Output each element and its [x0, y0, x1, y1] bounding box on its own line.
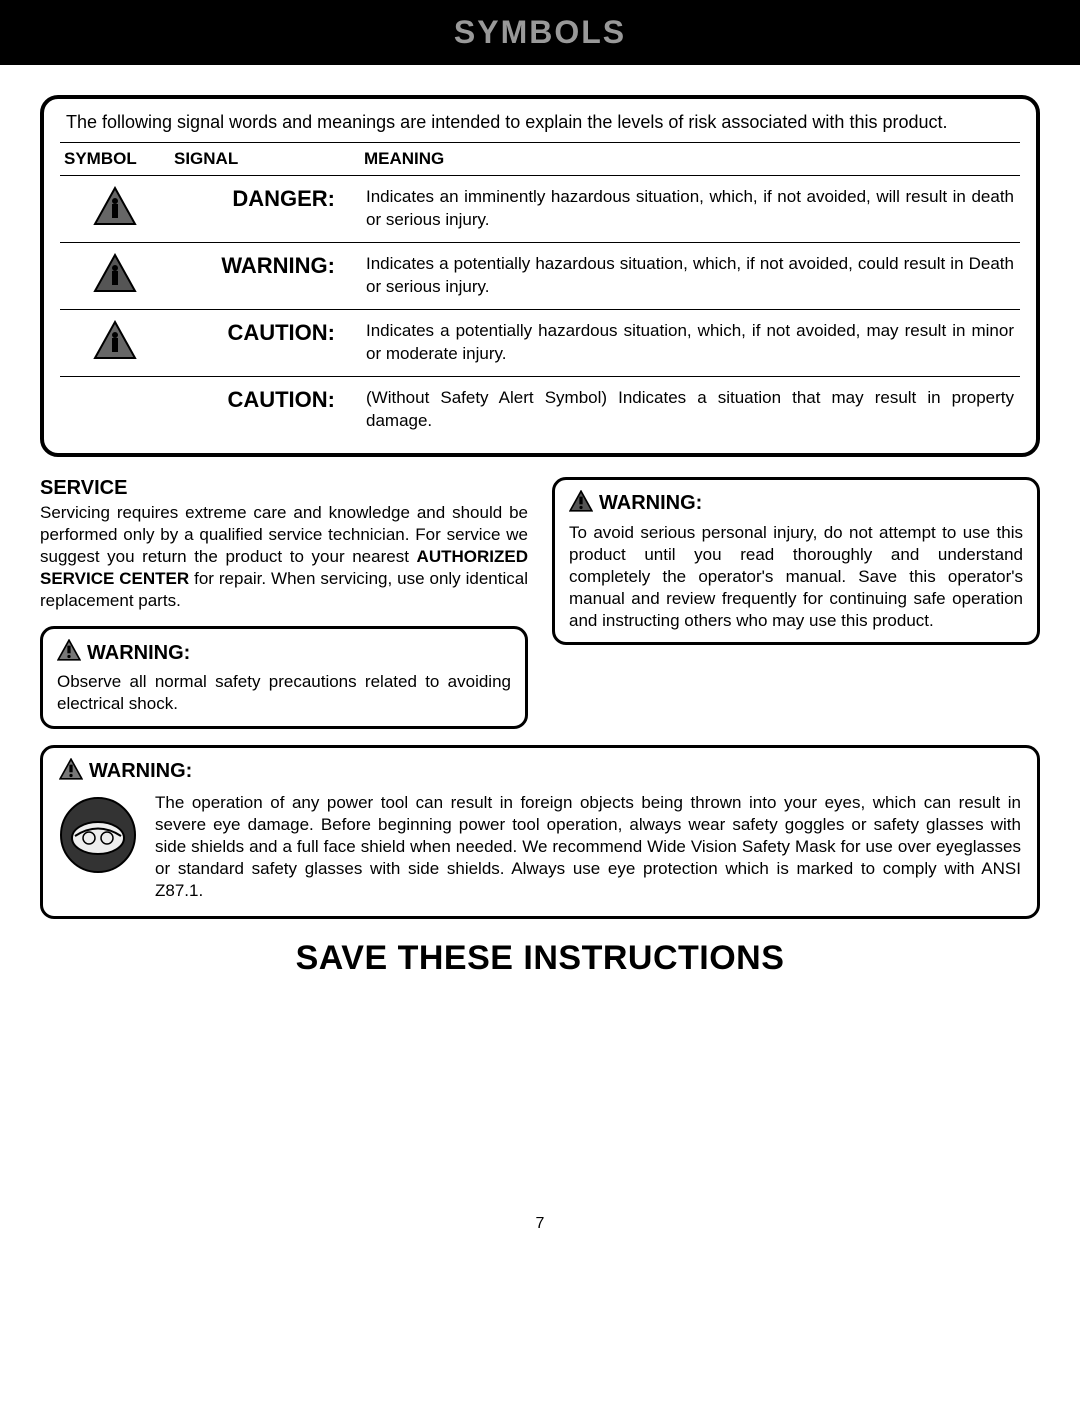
warning-triangle-icon — [93, 186, 137, 231]
service-heading: SERVICE — [40, 477, 528, 500]
cell-symbol — [60, 310, 170, 377]
cell-meaning: Indicates a potentially hazardous situat… — [360, 310, 1020, 377]
page-content: The following signal words and meanings … — [0, 65, 1080, 978]
service-text: Servicing requires extreme care and know… — [40, 502, 528, 612]
right-column: WARNING: To avoid serious personal injur… — [552, 477, 1040, 729]
warning-triangle-icon — [569, 490, 593, 518]
header-title: SYMBOLS — [454, 14, 626, 50]
warning-title: WARNING: — [87, 642, 190, 665]
cell-meaning: Indicates an imminently hazardous situat… — [360, 176, 1020, 243]
cell-signal: CAUTION: — [170, 310, 360, 377]
th-symbol: SYMBOL — [60, 143, 170, 176]
table-row: CAUTION: (Without Safety Alert Symbol) I… — [60, 377, 1020, 443]
warning-heading: WARNING: — [569, 490, 1023, 518]
cell-signal: CAUTION: — [170, 377, 360, 443]
warning-title: WARNING: — [599, 492, 702, 515]
signal-table: SYMBOL SIGNAL MEANING DANGER: Indicates … — [60, 142, 1020, 443]
warning-triangle-icon — [57, 639, 81, 667]
cell-symbol — [60, 243, 170, 310]
cell-meaning: (Without Safety Alert Symbol) Indicates … — [360, 377, 1020, 443]
cell-signal: DANGER: — [170, 176, 360, 243]
table-row: WARNING: Indicates a potentially hazardo… — [60, 243, 1020, 310]
eye-protection-icon — [59, 796, 137, 879]
two-column-region: SERVICE Servicing requires extreme care … — [40, 477, 1040, 729]
th-signal: SIGNAL — [170, 143, 360, 176]
left-column: SERVICE Servicing requires extreme care … — [40, 477, 528, 729]
warning-triangle-icon — [93, 253, 137, 298]
section-header: SYMBOLS — [0, 0, 1080, 65]
table-row: DANGER: Indicates an imminently hazardou… — [60, 176, 1020, 243]
warning-row: The operation of any power tool can resu… — [59, 792, 1021, 902]
cell-symbol — [60, 377, 170, 443]
warning-box-right: WARNING: To avoid serious personal injur… — [552, 477, 1040, 645]
warning-body: Observe all normal safety precautions re… — [57, 671, 511, 715]
th-meaning: MEANING — [360, 143, 1020, 176]
warning-box-left: WARNING: Observe all normal safety preca… — [40, 626, 528, 728]
warning-body: The operation of any power tool can resu… — [155, 792, 1021, 902]
cell-signal: WARNING: — [170, 243, 360, 310]
warning-heading: WARNING: — [59, 758, 1021, 786]
intro-text: The following signal words and meanings … — [60, 111, 1020, 142]
warning-body: To avoid serious personal injury, do not… — [569, 522, 1023, 632]
page-number: 7 — [0, 1215, 1080, 1233]
table-row: CAUTION: Indicates a potentially hazardo… — [60, 310, 1020, 377]
warning-heading: WARNING: — [57, 639, 511, 667]
signal-words-box: The following signal words and meanings … — [40, 95, 1040, 457]
warning-box-wide: WARNING: The operation of any power tool… — [40, 745, 1040, 919]
cell-meaning: Indicates a potentially hazardous situat… — [360, 243, 1020, 310]
warning-title: WARNING: — [89, 760, 192, 783]
warning-triangle-icon — [59, 758, 83, 786]
save-instructions: SAVE THESE INSTRUCTIONS — [40, 939, 1040, 978]
cell-symbol — [60, 176, 170, 243]
warning-triangle-icon — [93, 320, 137, 365]
